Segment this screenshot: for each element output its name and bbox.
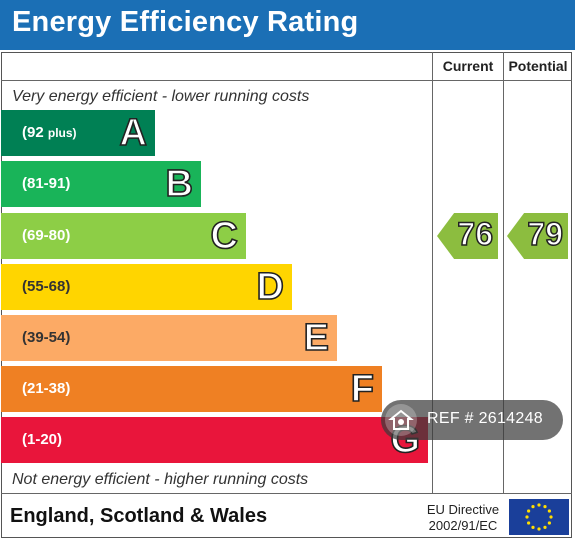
country-label: England, Scotland & Wales — [10, 505, 268, 527]
potential-column-divider — [503, 52, 504, 494]
band-a-range: (92 plus) — [22, 124, 77, 141]
eu-stars-icon — [525, 503, 553, 531]
band-c-range: (69-80) — [22, 227, 70, 244]
eu-star — [547, 521, 551, 525]
band-d: (55-68) D — [1, 264, 292, 310]
band-c: (69-80) C — [1, 213, 246, 259]
eu-star — [537, 503, 541, 507]
band-g: (1-20) G — [1, 417, 428, 463]
eu-star — [543, 505, 547, 509]
band-range-main: (81-91) — [22, 175, 71, 192]
eu-star — [525, 515, 529, 519]
bottom-divider — [1, 493, 572, 494]
band-range-main: (92 — [22, 124, 44, 141]
eu-directive-line2: 2002/91/EC — [428, 518, 498, 533]
band-range-main: (69-80) — [22, 227, 71, 244]
band-range-main: (55-68) — [22, 278, 71, 295]
eu-star — [531, 525, 535, 529]
potential-rating-value: 79 — [527, 215, 564, 253]
band-a-letter: A — [119, 111, 148, 155]
house-icon — [385, 404, 417, 436]
eu-star — [527, 521, 531, 525]
title-bar: Energy Efficiency Rating — [0, 0, 575, 50]
eu-star — [527, 509, 531, 513]
band-range-main: (21-38) — [22, 380, 71, 397]
band-c-letter: C — [210, 214, 239, 258]
eu-directive-line1: EU Directive — [426, 502, 500, 517]
band-d-letter: D — [256, 265, 285, 309]
band-e-letter: E — [303, 316, 330, 360]
band-range-sub: plus) — [47, 126, 77, 140]
band-b-range: (81-91) — [22, 175, 70, 192]
eu-star — [547, 509, 551, 513]
top-caption: Very energy efficient - lower running co… — [12, 88, 310, 105]
potential-column-header: Potential — [508, 58, 568, 74]
band-range-main: (39-54) — [22, 329, 71, 346]
reference-number: REF # 2614248 — [427, 410, 543, 427]
eu-star — [543, 525, 547, 529]
band-e-range: (39-54) — [22, 329, 70, 346]
eu-star — [531, 505, 535, 509]
band-b-letter: B — [165, 162, 194, 206]
eu-directive-text: EU Directive 2002/91/EC — [418, 502, 508, 534]
reference-watermark: REF # 2614248 — [381, 400, 563, 440]
band-range-main: (1-20) — [22, 431, 63, 448]
chart-title: Energy Efficiency Rating — [12, 6, 359, 38]
current-rating-value: 76 — [457, 215, 494, 253]
current-column-header: Current — [442, 58, 494, 74]
eu-star — [549, 515, 553, 519]
band-d-range: (55-68) — [22, 278, 70, 295]
header-divider — [1, 80, 572, 81]
band-e: (39-54) E — [1, 315, 337, 361]
band-g-range: (1-20) — [22, 431, 62, 448]
band-b: (81-91) B — [1, 161, 201, 207]
current-column-divider — [432, 52, 433, 494]
eu-star — [537, 527, 541, 531]
band-f-letter: F — [350, 367, 375, 411]
band-a: (92 plus) A — [1, 110, 155, 156]
eu-flag-icon — [509, 499, 569, 535]
band-f: (21-38) F — [1, 366, 382, 412]
band-f-range: (21-38) — [22, 380, 70, 397]
bottom-caption: Not energy efficient - higher running co… — [12, 471, 309, 488]
